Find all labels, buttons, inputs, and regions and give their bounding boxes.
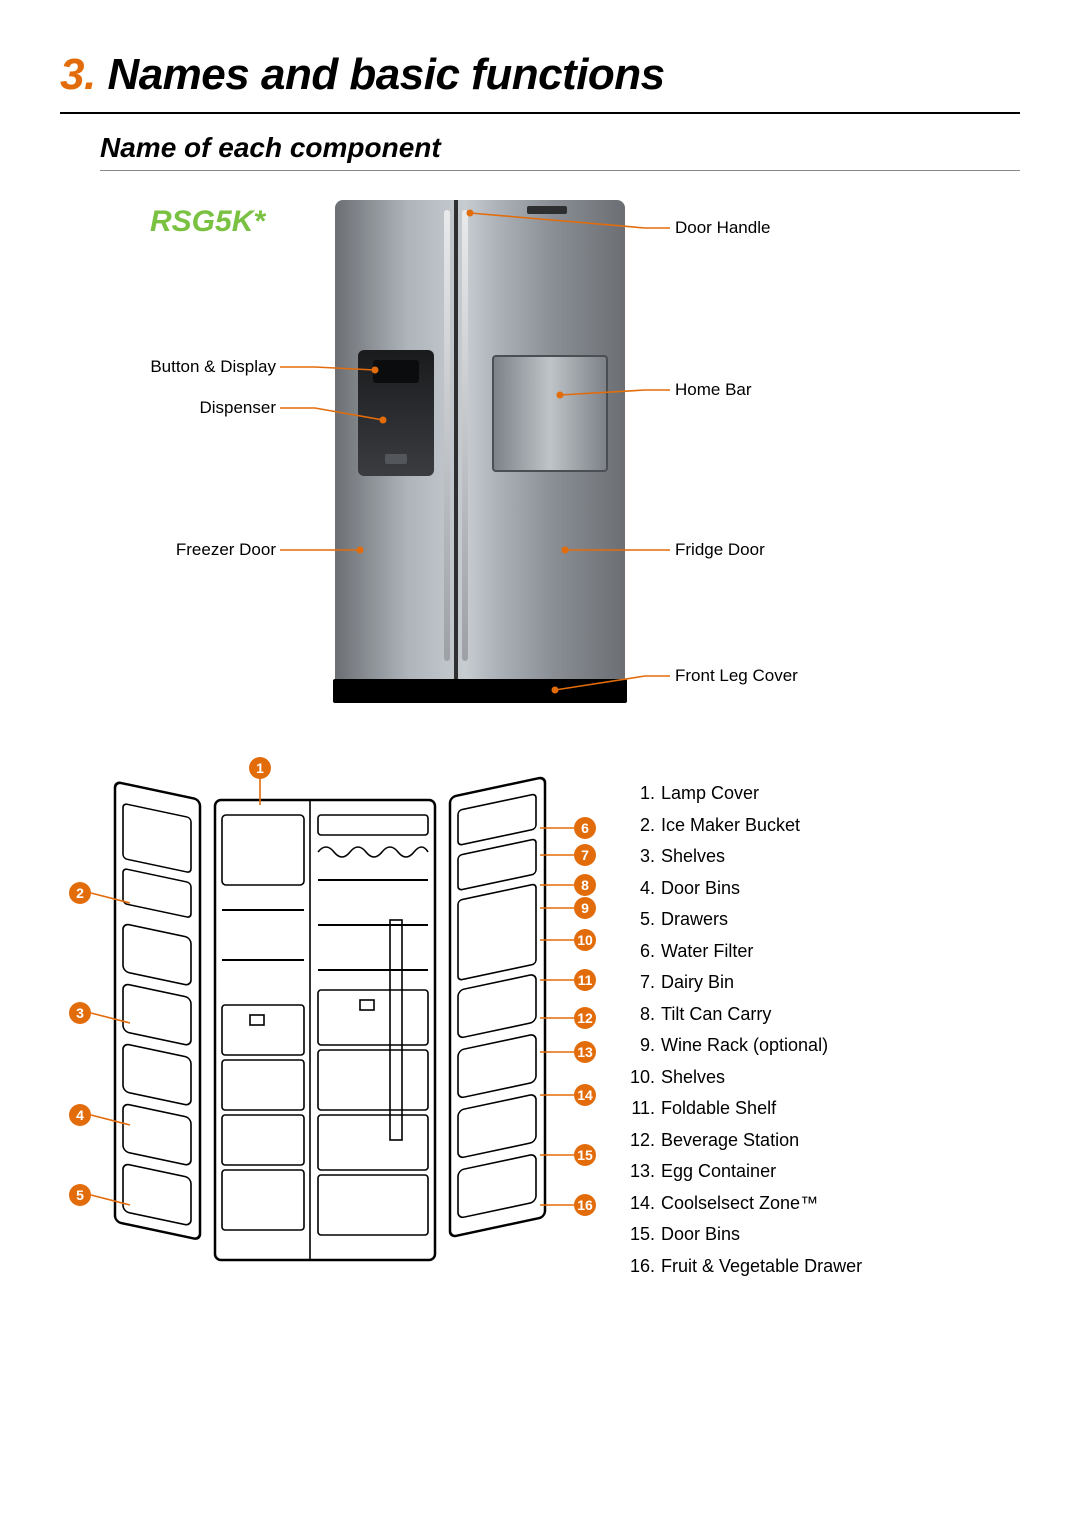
brand-logo bbox=[527, 206, 567, 214]
model-code: RSG5K* bbox=[150, 205, 265, 239]
interior-line-art bbox=[60, 760, 610, 1320]
label-freezer-door: Freezer Door bbox=[141, 540, 276, 560]
parts-list-number: 13. bbox=[625, 1156, 655, 1188]
callout-badge-9: 9 bbox=[574, 897, 596, 919]
callout-badge-11: 11 bbox=[574, 969, 596, 991]
callout-badge-14: 14 bbox=[574, 1084, 596, 1106]
parts-list-number: 12. bbox=[625, 1125, 655, 1157]
parts-list-label: Shelves bbox=[661, 841, 725, 873]
parts-list-label: Coolselsect Zone™ bbox=[661, 1188, 818, 1220]
parts-list-label: Water Filter bbox=[661, 936, 753, 968]
home-bar-panel bbox=[492, 355, 608, 471]
parts-list-item: 14.Coolselsect Zone™ bbox=[625, 1188, 862, 1220]
callout-badge-4: 4 bbox=[69, 1104, 91, 1126]
parts-list-number: 5. bbox=[625, 904, 655, 936]
parts-list-item: 11.Foldable Shelf bbox=[625, 1093, 862, 1125]
parts-list-number: 11. bbox=[625, 1093, 655, 1125]
section-title-text: Names and basic functions bbox=[107, 50, 664, 99]
parts-list-label: Fruit & Vegetable Drawer bbox=[661, 1251, 862, 1283]
parts-list-label: Foldable Shelf bbox=[661, 1093, 776, 1125]
parts-list: 1.Lamp Cover2.Ice Maker Bucket3.Shelves4… bbox=[625, 778, 862, 1282]
parts-list-item: 4.Door Bins bbox=[625, 873, 862, 905]
parts-list-number: 9. bbox=[625, 1030, 655, 1062]
parts-list-number: 16. bbox=[625, 1251, 655, 1283]
label-button-display: Button & Display bbox=[141, 357, 276, 377]
label-dispenser: Dispenser bbox=[141, 398, 276, 418]
parts-list-label: Ice Maker Bucket bbox=[661, 810, 800, 842]
refrigerator-interior-figure: 12345678910111213141516 bbox=[60, 760, 610, 1320]
parts-list-item: 7.Dairy Bin bbox=[625, 967, 862, 999]
parts-list-label: Drawers bbox=[661, 904, 728, 936]
parts-list-number: 2. bbox=[625, 810, 655, 842]
parts-list-number: 10. bbox=[625, 1062, 655, 1094]
callout-badge-15: 15 bbox=[574, 1144, 596, 1166]
parts-list-item: 13.Egg Container bbox=[625, 1156, 862, 1188]
parts-list-item: 8.Tilt Can Carry bbox=[625, 999, 862, 1031]
door-handle-left bbox=[444, 210, 450, 661]
parts-list-item: 6.Water Filter bbox=[625, 936, 862, 968]
parts-list-number: 15. bbox=[625, 1219, 655, 1251]
parts-list-number: 14. bbox=[625, 1188, 655, 1220]
parts-list-label: Wine Rack (optional) bbox=[661, 1030, 828, 1062]
parts-list-number: 7. bbox=[625, 967, 655, 999]
refrigerator-exterior-figure bbox=[335, 200, 625, 685]
parts-list-item: 2.Ice Maker Bucket bbox=[625, 810, 862, 842]
label-home-bar: Home Bar bbox=[675, 380, 752, 400]
callout-badge-2: 2 bbox=[69, 882, 91, 904]
parts-list-label: Egg Container bbox=[661, 1156, 776, 1188]
callout-badge-13: 13 bbox=[574, 1041, 596, 1063]
callout-badge-10: 10 bbox=[574, 929, 596, 951]
subsection-title: Name of each component bbox=[100, 132, 1020, 171]
parts-list-label: Door Bins bbox=[661, 873, 740, 905]
parts-list-label: Beverage Station bbox=[661, 1125, 799, 1157]
section-number: 3. bbox=[60, 50, 96, 99]
section-title: 3. Names and basic functions bbox=[60, 50, 1020, 114]
parts-list-number: 1. bbox=[625, 778, 655, 810]
callout-badge-16: 16 bbox=[574, 1194, 596, 1216]
parts-list-item: 16.Fruit & Vegetable Drawer bbox=[625, 1251, 862, 1283]
callout-badge-3: 3 bbox=[69, 1002, 91, 1024]
label-fridge-door: Fridge Door bbox=[675, 540, 765, 560]
parts-list-item: 5.Drawers bbox=[625, 904, 862, 936]
callout-badge-1: 1 bbox=[249, 757, 271, 779]
door-gap bbox=[454, 200, 458, 685]
fridge-body bbox=[335, 200, 625, 685]
parts-list-label: Lamp Cover bbox=[661, 778, 759, 810]
callout-badge-5: 5 bbox=[69, 1184, 91, 1206]
door-handle-right bbox=[462, 210, 468, 661]
parts-list-label: Door Bins bbox=[661, 1219, 740, 1251]
parts-list-label: Dairy Bin bbox=[661, 967, 734, 999]
label-door-handle: Door Handle bbox=[675, 218, 770, 238]
callout-badge-8: 8 bbox=[574, 874, 596, 896]
parts-list-number: 3. bbox=[625, 841, 655, 873]
dispenser-panel bbox=[358, 350, 433, 476]
label-front-leg-cover: Front Leg Cover bbox=[675, 666, 798, 686]
parts-list-label: Shelves bbox=[661, 1062, 725, 1094]
parts-list-item: 1.Lamp Cover bbox=[625, 778, 862, 810]
callout-badge-12: 12 bbox=[574, 1007, 596, 1029]
parts-list-item: 15.Door Bins bbox=[625, 1219, 862, 1251]
parts-list-number: 8. bbox=[625, 999, 655, 1031]
parts-list-item: 12.Beverage Station bbox=[625, 1125, 862, 1157]
parts-list-number: 4. bbox=[625, 873, 655, 905]
parts-list-item: 3.Shelves bbox=[625, 841, 862, 873]
parts-list-label: Tilt Can Carry bbox=[661, 999, 771, 1031]
parts-list-item: 9.Wine Rack (optional) bbox=[625, 1030, 862, 1062]
parts-list-item: 10.Shelves bbox=[625, 1062, 862, 1094]
parts-list-number: 6. bbox=[625, 936, 655, 968]
callout-badge-7: 7 bbox=[574, 844, 596, 866]
front-leg-cover bbox=[333, 679, 627, 703]
callout-badge-6: 6 bbox=[574, 817, 596, 839]
